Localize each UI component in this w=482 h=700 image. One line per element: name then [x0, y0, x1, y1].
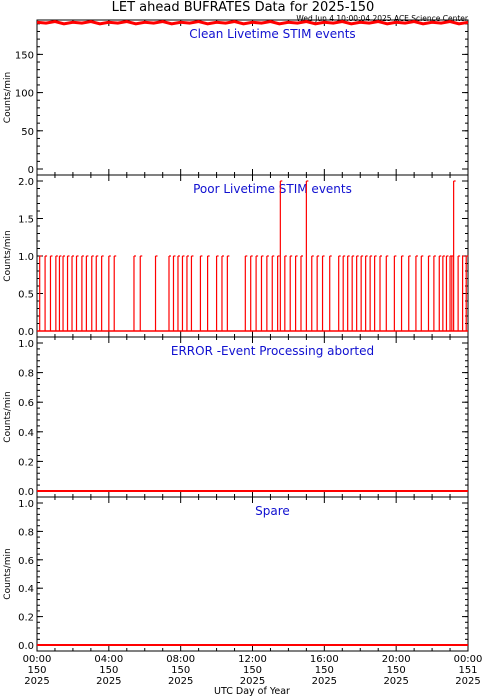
panel-frame [36, 336, 469, 498]
x-tick-label: 150 [99, 665, 118, 676]
y-tick-label: 1.0 [18, 252, 34, 263]
x-tick-label: 150 [27, 665, 46, 676]
x-tick-label: 2025 [96, 676, 121, 687]
x-tick-label: 150 [171, 665, 190, 676]
y-tick-label: 2.0 [18, 177, 34, 188]
timestamp: Wed Jun 4 10:00:04 2025 ACE Science Cent… [296, 14, 469, 23]
chart-title: LET ahead BUFRATES Data for 2025-150 [112, 0, 375, 15]
x-tick-label: 2025 [455, 676, 480, 687]
x-axis-label: UTC Day of Year [214, 686, 290, 697]
x-tick-label: 04:00 [94, 654, 123, 665]
series-line [36, 19, 469, 26]
y-tick-label: 100 [15, 89, 34, 100]
y-tick-label: 0.4 [18, 584, 34, 595]
y-axis-label: Counts/min [3, 72, 13, 123]
x-tick-label: 2025 [240, 676, 265, 687]
panel-title: ERROR -Event Processing aborted [171, 344, 374, 358]
y-tick-label: 0.0 [18, 327, 34, 338]
x-tick-label: 00:00 [454, 654, 482, 665]
x-tick-label: 150 [315, 665, 334, 676]
x-tick-label: 150 [387, 665, 406, 676]
x-tick-label: 16:00 [310, 654, 339, 665]
panel-frame [36, 19, 469, 176]
panel-title: Spare [255, 504, 290, 518]
panel-1: 0 50 100 150 Counts/min Clean Livetime STIM e… [3, 19, 469, 176]
x-tick-label: 08:00 [166, 654, 195, 665]
y-axis-label: Counts/min [3, 230, 13, 281]
y-tick-label: 1.0 [18, 499, 34, 510]
x-tick-label: 2025 [312, 676, 337, 687]
y-tick-label: 0.0 [18, 641, 34, 652]
y-tick-label: 1.0 [18, 339, 34, 350]
x-tick-label: 12:00 [238, 654, 267, 665]
panel-3: 0.0 0.2 0.4 0.6 0.8 1.0 Counts/min ERROR -Event… [3, 336, 469, 498]
panel-frame [36, 496, 469, 652]
y-tick-label: 0.6 [18, 556, 34, 567]
x-tick-label: 2025 [24, 676, 49, 687]
panel-title: Poor Livetime STIM events [193, 182, 352, 196]
y-tick-label: 150 [15, 50, 34, 61]
y-tick-label: 0 [28, 165, 34, 176]
panel-2: 0.0 0.5 1.0 1.5 2.0 Counts/min Poor Livetime S… [3, 174, 469, 338]
panel-title: Clean Livetime STIM events [189, 27, 355, 41]
panels: 0 50 100 150 Counts/min Clean Livetime STIM e… [3, 19, 482, 687]
y-tick-label: 0.5 [18, 290, 34, 301]
y-tick-label: 0.2 [18, 457, 34, 468]
panel-4: 0.0 0.2 0.4 0.6 0.8 1.0 Counts/min Spare [3, 496, 469, 652]
x-tick-label: 00:00 [23, 654, 52, 665]
y-tick-label: 0.0 [18, 487, 34, 498]
y-axis-label: Counts/min [3, 548, 13, 599]
x-tick-label: 20:00 [382, 654, 411, 665]
y-tick-label: 0.8 [18, 369, 34, 380]
y-tick-label: 0.6 [18, 398, 34, 409]
x-tick-label: 2025 [168, 676, 193, 687]
y-tick-label: 0.4 [18, 428, 34, 439]
y-tick-label: 50 [21, 127, 34, 138]
y-tick-label: 1.5 [18, 215, 34, 226]
x-tick-label: 150 [243, 665, 262, 676]
y-tick-label: 0.8 [18, 527, 34, 538]
y-axis-label: Counts/min [3, 391, 13, 442]
x-tick-label: 151 [458, 665, 477, 676]
y-tick-label: 0.2 [18, 613, 34, 624]
x-tick-label: 2025 [383, 676, 408, 687]
